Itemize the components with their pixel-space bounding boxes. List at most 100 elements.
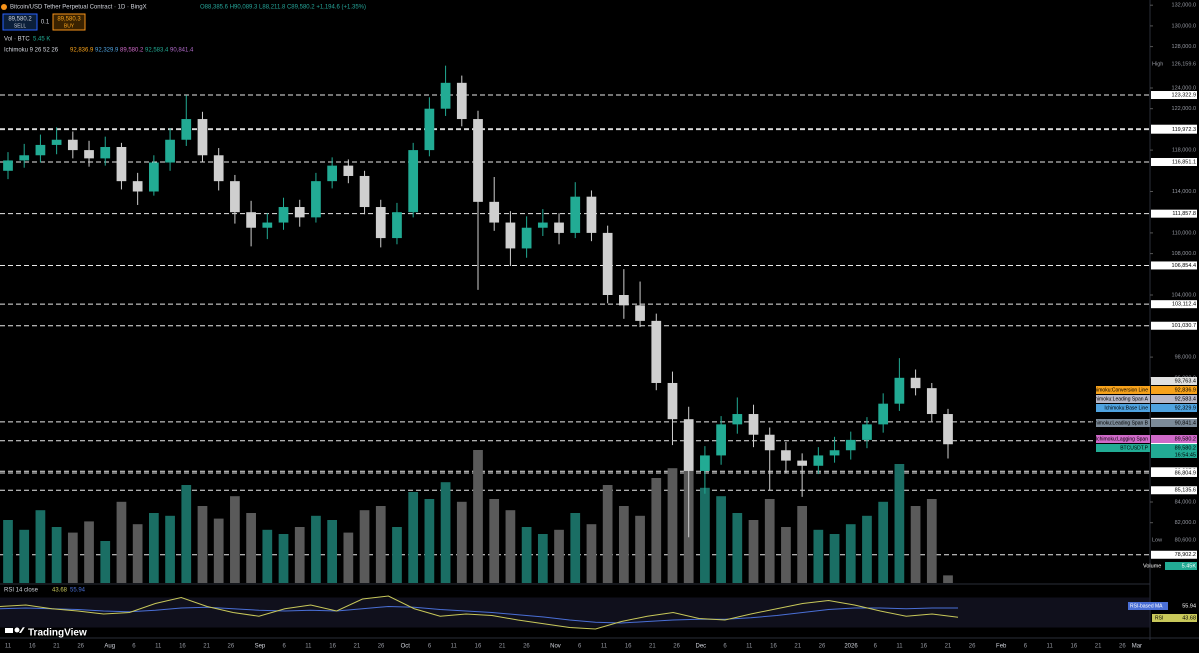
volume-bar [343, 532, 354, 583]
time-label: Feb [996, 644, 1007, 650]
volume-bar [473, 450, 483, 583]
candle-body [586, 196, 597, 233]
indicator-name-box [1096, 404, 1150, 412]
indicator-name-box [1096, 444, 1150, 452]
candle-body [149, 162, 159, 192]
time-label: 11 [601, 644, 608, 650]
indicator-value-box [1151, 404, 1197, 412]
volume-bar [262, 529, 273, 583]
price-tick-label: 98,000.0 [1175, 355, 1196, 361]
buy-button[interactable] [52, 13, 86, 31]
level-label: 78,902.2 [1175, 552, 1196, 558]
price-tick-label: 128,000.0 [1172, 44, 1196, 50]
buy-price: 89,580.3 [57, 17, 81, 23]
volume-bar [505, 510, 516, 583]
volume-bar [100, 541, 111, 583]
volume-bar [797, 506, 807, 583]
volume-bar [667, 468, 678, 583]
candle-body [165, 139, 175, 163]
volume-bar [521, 527, 532, 583]
ichimoku-value: 92,329.9 [95, 48, 119, 54]
level-label: 106,854.4 [1172, 263, 1196, 269]
level-label: 85,135.6 [1175, 488, 1196, 494]
sell-button[interactable] [2, 13, 38, 31]
time-label: 16 [625, 644, 632, 650]
time-label: 11 [896, 644, 903, 650]
candle-body [424, 108, 435, 151]
time-label: 6 [428, 644, 432, 650]
price-tick-label: 110,000.0 [1172, 230, 1196, 236]
indicator-name: Ichimoku:Base Line [1104, 405, 1148, 411]
price-tick-label: 122,000.0 [1172, 106, 1196, 112]
volume-bar [570, 513, 581, 583]
candle-body [473, 119, 483, 202]
candle-body [797, 460, 807, 466]
time-label: 11 [5, 644, 12, 650]
candle-body [829, 450, 840, 456]
low-value: 80,600.0 [1175, 537, 1196, 543]
candle-body [943, 414, 953, 445]
rsi-ma-value: 55.94 [70, 588, 86, 594]
volume-bar [748, 520, 759, 583]
volume-bar [894, 464, 905, 583]
rsi-value: 43.68 [52, 588, 68, 594]
time-label: 11 [155, 644, 162, 650]
price-tick-label: 124,000.0 [1172, 85, 1196, 91]
volume-bar [554, 529, 564, 583]
candle-body [764, 434, 775, 451]
candle-body [84, 150, 94, 159]
logo: TradingView [28, 628, 87, 639]
candle-body [910, 377, 921, 389]
indicator-name: BTCUSDT.P [1120, 445, 1148, 451]
candle-body [246, 212, 256, 228]
time-label: 11 [746, 644, 753, 650]
indicator-value-box [1151, 395, 1197, 403]
time-label: 21 [649, 644, 656, 650]
volume-value-box [1165, 562, 1197, 570]
indicator-value-box [1151, 435, 1197, 443]
volume-bar [862, 515, 872, 583]
indicator-value-box [1151, 444, 1197, 458]
volume-bar [294, 527, 305, 583]
candle-body [732, 414, 743, 425]
volume-bar [716, 496, 726, 583]
volume-bar [586, 524, 597, 583]
rsi-label: RSI 14 close [4, 588, 39, 594]
candle-body [683, 419, 694, 471]
volume-bar [408, 492, 419, 583]
candle-body [813, 455, 824, 466]
symbol[interactable]: Bitcoin/USD Tether Perpetual Contract · … [10, 5, 147, 11]
time-label: 21 [1095, 644, 1102, 650]
indicator-name: Ichimoku:Leading Span A [1091, 396, 1148, 402]
level-box [1151, 261, 1197, 270]
ichimoku-value: 92,836.9 [70, 48, 94, 54]
time-label: 21 [53, 644, 60, 650]
high-value: 126,159.6 [1172, 61, 1196, 67]
rsi-ma-tag: RSI-based MA [1130, 603, 1163, 609]
time-label: 16 [1071, 644, 1078, 650]
volume-bar [926, 499, 937, 583]
volume-bar [424, 499, 435, 583]
volume-bar [456, 501, 467, 583]
indicator-value: 92,836.9 [1175, 387, 1196, 393]
time-label: 11 [305, 644, 312, 650]
volume-bar [781, 527, 791, 583]
volume-bar [392, 527, 402, 583]
ichimoku-value: 90,841.4 [170, 48, 194, 54]
logo-icon [19, 627, 25, 633]
indicator-value-box [1151, 377, 1197, 385]
price-tick-label: 108,000.0 [1172, 251, 1196, 257]
candle-body [570, 196, 581, 233]
candle-body [440, 82, 451, 109]
time-label: 11 [451, 644, 458, 650]
volume-bar [278, 534, 289, 583]
time-label: 16 [329, 644, 336, 650]
volume-bar [116, 501, 127, 583]
level-box [1151, 91, 1197, 100]
candle-body [19, 155, 30, 161]
candle-body [489, 201, 500, 223]
volume-bar [84, 521, 94, 583]
time-label: Oct [401, 644, 411, 650]
time-label: 6 [874, 644, 878, 650]
